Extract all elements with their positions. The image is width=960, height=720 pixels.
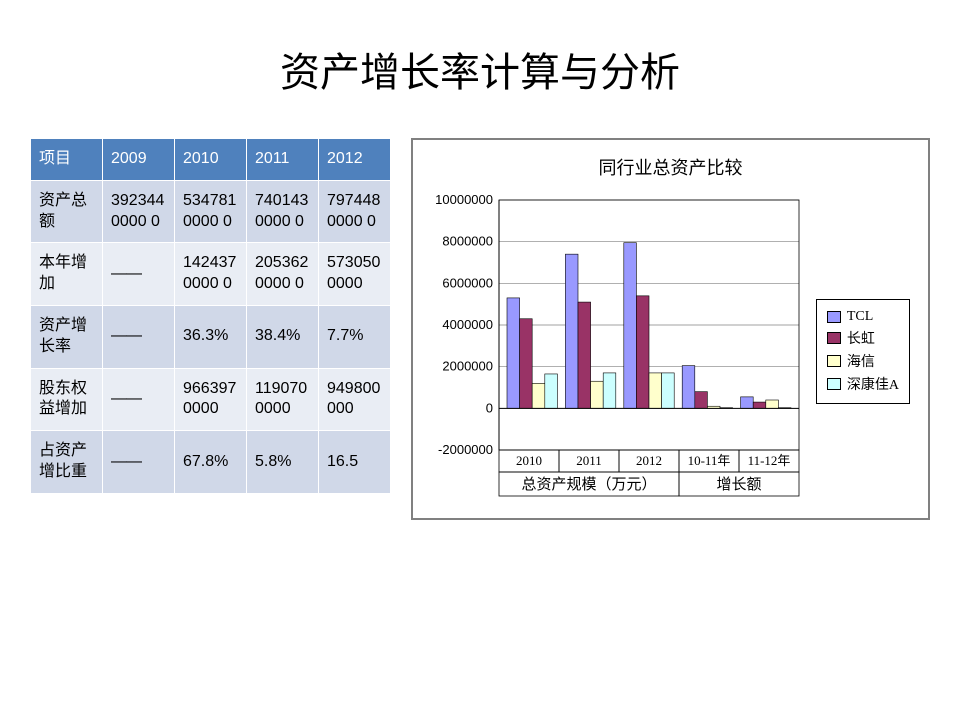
- bar: [662, 373, 675, 408]
- chart-body: -2000000 0 2000000 4000000 6000000 8000000 100…: [431, 194, 910, 508]
- table-row-label: 本年增加: [31, 243, 103, 306]
- table-row-label: 资产总额: [31, 180, 103, 243]
- chart-title: 同行业总资产比较: [431, 154, 910, 180]
- svg-text:0: 0: [486, 400, 493, 415]
- svg-text:8000000: 8000000: [442, 234, 493, 249]
- table-cell: ——: [103, 431, 175, 494]
- bar: [649, 373, 662, 408]
- table-row: 资产总额3923440000 05347810000 07401430000 0…: [31, 180, 391, 243]
- table-cell: 7401430000 0: [247, 180, 319, 243]
- table-cell: ——: [103, 305, 175, 368]
- content-row: 项目2009201020112012资产总额3923440000 0534781…: [30, 138, 930, 520]
- table-cell: 7974480000 0: [319, 180, 391, 243]
- table-cell: 1424370000 0: [175, 243, 247, 306]
- table-cell: 5.8%: [247, 431, 319, 494]
- table-row: 股东权益增加——966397 0000119070 0000949800 000: [31, 368, 391, 431]
- svg-text:总资产规模（万元）: 总资产规模（万元）: [521, 476, 656, 493]
- table-cell: 67.8%: [175, 431, 247, 494]
- table-cell: 5347810000 0: [175, 180, 247, 243]
- data-table-wrap: 项目2009201020112012资产总额3923440000 0534781…: [30, 138, 391, 494]
- legend-item: 深康佳A: [827, 374, 899, 394]
- table-cell: ——: [103, 243, 175, 306]
- bar: [578, 302, 591, 408]
- bar: [741, 397, 754, 408]
- table-cell: 3923440000 0: [103, 180, 175, 243]
- legend-label: 深康佳A: [847, 374, 899, 394]
- svg-text:11-12年: 11-12年: [748, 453, 791, 468]
- table-cell: ——: [103, 368, 175, 431]
- table-row: 资产增长率——36.3%38.4%7.7%: [31, 305, 391, 368]
- slide: 资产增长率计算与分析 项目2009201020112012资产总额3923440…: [0, 0, 960, 720]
- legend-swatch: [827, 378, 841, 390]
- legend-label: TCL: [847, 309, 873, 325]
- svg-text:2012: 2012: [636, 453, 662, 468]
- table-header-col: 2012: [319, 139, 391, 181]
- legend-swatch: [827, 355, 841, 367]
- table-cell: 2053620000 0: [247, 243, 319, 306]
- bar: [636, 296, 649, 409]
- table-row-label: 股东权益增加: [31, 368, 103, 431]
- table-cell: 949800 000: [319, 368, 391, 431]
- table-cell: 7.7%: [319, 305, 391, 368]
- bar: [545, 374, 558, 408]
- bar: [682, 366, 695, 409]
- table-header-col: 2010: [175, 139, 247, 181]
- bar: [753, 402, 766, 408]
- svg-text:2010: 2010: [516, 453, 542, 468]
- chart-svg: -2000000 0 2000000 4000000 6000000 8000000 100…: [431, 194, 805, 508]
- legend-item: TCL: [827, 309, 899, 325]
- bar: [565, 254, 578, 408]
- table-cell: 966397 0000: [175, 368, 247, 431]
- chart-panel: 同行业总资产比较 -2000000 0 2000000 4000000 6000000 8…: [411, 138, 930, 520]
- svg-text:2000000: 2000000: [442, 359, 493, 374]
- table-row-label: 占资产增比重: [31, 431, 103, 494]
- table-row-label: 资产增长率: [31, 305, 103, 368]
- bar: [624, 243, 637, 409]
- table-cell: 16.5: [319, 431, 391, 494]
- legend-swatch: [827, 332, 841, 344]
- bar: [532, 383, 545, 408]
- svg-text:-2000000: -2000000: [438, 442, 493, 457]
- table-header-col: 2011: [247, 139, 319, 181]
- bar: [591, 381, 604, 408]
- chart-area: -2000000 0 2000000 4000000 6000000 8000000 100…: [431, 194, 810, 508]
- table-header-label: 项目: [31, 139, 103, 181]
- table-header-col: 2009: [103, 139, 175, 181]
- bar: [766, 400, 779, 408]
- svg-text:4000000: 4000000: [442, 317, 493, 332]
- svg-text:增长额: 增长额: [716, 476, 761, 493]
- bar: [695, 392, 708, 409]
- legend-item: 海信: [827, 351, 899, 371]
- svg-text:2011: 2011: [576, 453, 602, 468]
- svg-text:10000000: 10000000: [435, 194, 493, 207]
- chart-legend: TCL 长虹海信深康佳A: [816, 299, 910, 404]
- table-cell: 38.4%: [247, 305, 319, 368]
- table-row: 占资产增比重——67.8%5.8%16.5: [31, 431, 391, 494]
- table-cell: 573050 0000: [319, 243, 391, 306]
- legend-item: 长虹: [827, 328, 899, 348]
- legend-label: 长虹: [847, 328, 875, 348]
- bar: [507, 298, 520, 408]
- svg-text:10-11年: 10-11年: [688, 453, 731, 468]
- table-cell: 119070 0000: [247, 368, 319, 431]
- bar: [520, 319, 533, 409]
- table-cell: 36.3%: [175, 305, 247, 368]
- legend-label: 海信: [847, 351, 875, 371]
- legend-swatch: [827, 311, 841, 323]
- data-table: 项目2009201020112012资产总额3923440000 0534781…: [30, 138, 391, 494]
- table-row: 本年增加——1424370000 02053620000 0573050 000…: [31, 243, 391, 306]
- svg-text:6000000: 6000000: [442, 275, 493, 290]
- bar: [603, 373, 616, 408]
- page-title: 资产增长率计算与分析: [30, 40, 930, 98]
